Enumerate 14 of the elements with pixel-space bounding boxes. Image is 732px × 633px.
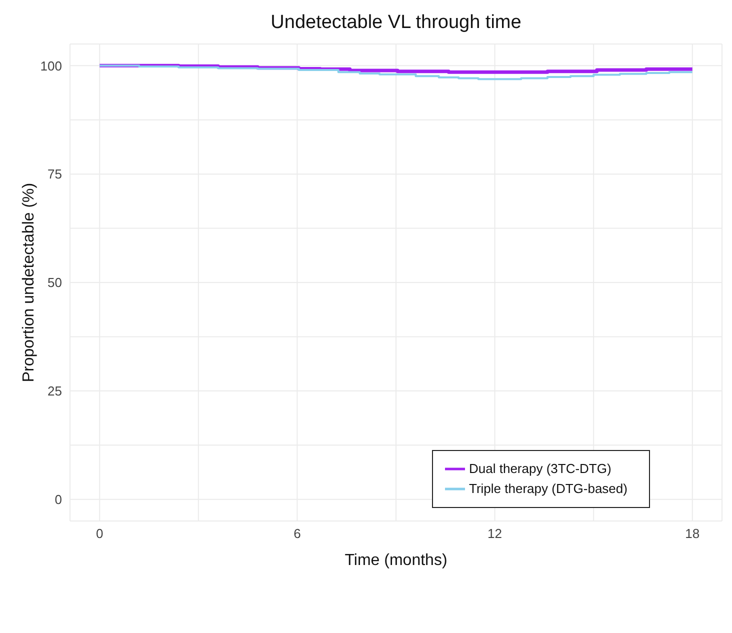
x-tick-label: 0	[96, 526, 104, 542]
legend-label: Dual therapy (3TC-DTG)	[469, 461, 612, 476]
x-tick-label: 12	[488, 526, 502, 542]
x-axis-title: Time (months)	[344, 552, 448, 569]
chart-title: Undetectable VL through time	[270, 12, 522, 34]
y-tick-label: 75	[48, 166, 62, 182]
y-tick-label: 25	[48, 384, 62, 399]
y-axis-title: Proportion undetectable (%)	[20, 182, 38, 382]
x-tick-label: 18	[685, 526, 700, 542]
legend-label: Triple therapy (DTG-based)	[469, 481, 628, 496]
y-tick-label: 0	[54, 492, 62, 507]
x-tick-label: 6	[294, 526, 301, 542]
y-tick-label: 50	[48, 275, 62, 290]
y-tick-label: 100	[40, 58, 62, 74]
